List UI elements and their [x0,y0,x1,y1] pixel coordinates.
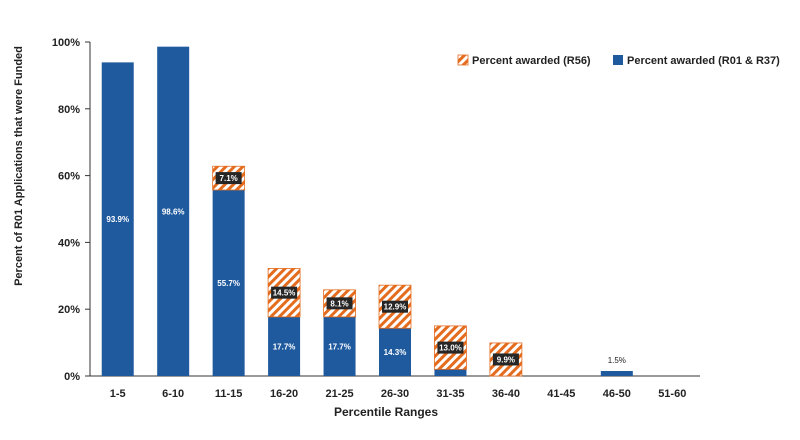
x-tick-label: 16-20 [270,388,298,400]
x-tick-label: 31-35 [436,388,464,400]
data-label-r01-r37: 17.7% [328,342,351,351]
x-tick-label: 51-60 [658,388,686,400]
data-label-r56: 14.5% [273,289,296,298]
bar-r01-r37 [600,370,633,376]
data-label-r01-r37: 98.6% [162,207,185,216]
x-tick-label: 26-30 [381,388,409,400]
x-axis-title: Percentile Ranges [334,405,438,419]
x-tick-label: 36-40 [492,388,520,400]
y-tick-label: 80% [58,104,80,116]
y-axis-title: Percent of R01 Applications that were Fu… [13,46,25,286]
data-label-r01-r37: 14.3% [384,348,407,357]
legend-label-r56: Percent awarded (R56) [472,55,591,67]
x-tick-label: 1-5 [110,388,126,400]
y-tick-label: 60% [58,171,80,183]
data-label-r56: 13.0% [439,344,462,353]
data-label-r01-r37: 93.9% [106,215,129,224]
legend-swatch-r01-r37 [613,55,623,65]
x-tick-label: 6-10 [162,388,184,400]
y-tick-label: 0% [64,371,80,383]
data-label-r01-r37: 1.5% [608,356,626,365]
bar-r01-r37 [323,316,356,376]
bar-r01-r37 [212,189,245,376]
data-label-r01-r37: 17.7% [273,342,296,351]
bar-r01-r37 [379,328,411,376]
data-label-box-r56 [271,286,298,299]
data-label-box-r56 [492,353,519,366]
data-label-box-r56 [382,300,408,313]
bar-r01-r37 [434,369,467,376]
data-label-box-r56 [326,297,353,310]
data-label-r56: 7.1% [220,174,238,183]
bar-r01-r37 [101,62,134,377]
x-tick-label: 46-50 [603,388,631,400]
data-label-r01-r37: 55.7% [217,279,240,288]
data-label-r56: 9.9% [497,355,515,364]
x-tick-label: 21-25 [325,388,353,400]
bar-r01-r37 [268,316,301,376]
legend: Percent awarded (R56) Percent awarded (R… [457,54,780,67]
y-tick-label: 40% [58,237,80,249]
bar-r01-r37 [157,46,190,377]
data-label-box-r56 [215,172,242,185]
y-tick-label: 20% [58,304,80,316]
data-label-box-r56 [437,341,464,354]
x-tick-label: 11-15 [215,388,243,400]
y-tick-label: 100% [52,37,80,49]
data-label-r56: 12.9% [384,303,407,312]
legend-swatch-r56 [457,54,469,66]
x-tick-label: 41-45 [547,388,575,400]
legend-label-r01-r37: Percent awarded (R01 & R37) [627,55,780,67]
data-label-r56: 8.1% [330,299,348,308]
